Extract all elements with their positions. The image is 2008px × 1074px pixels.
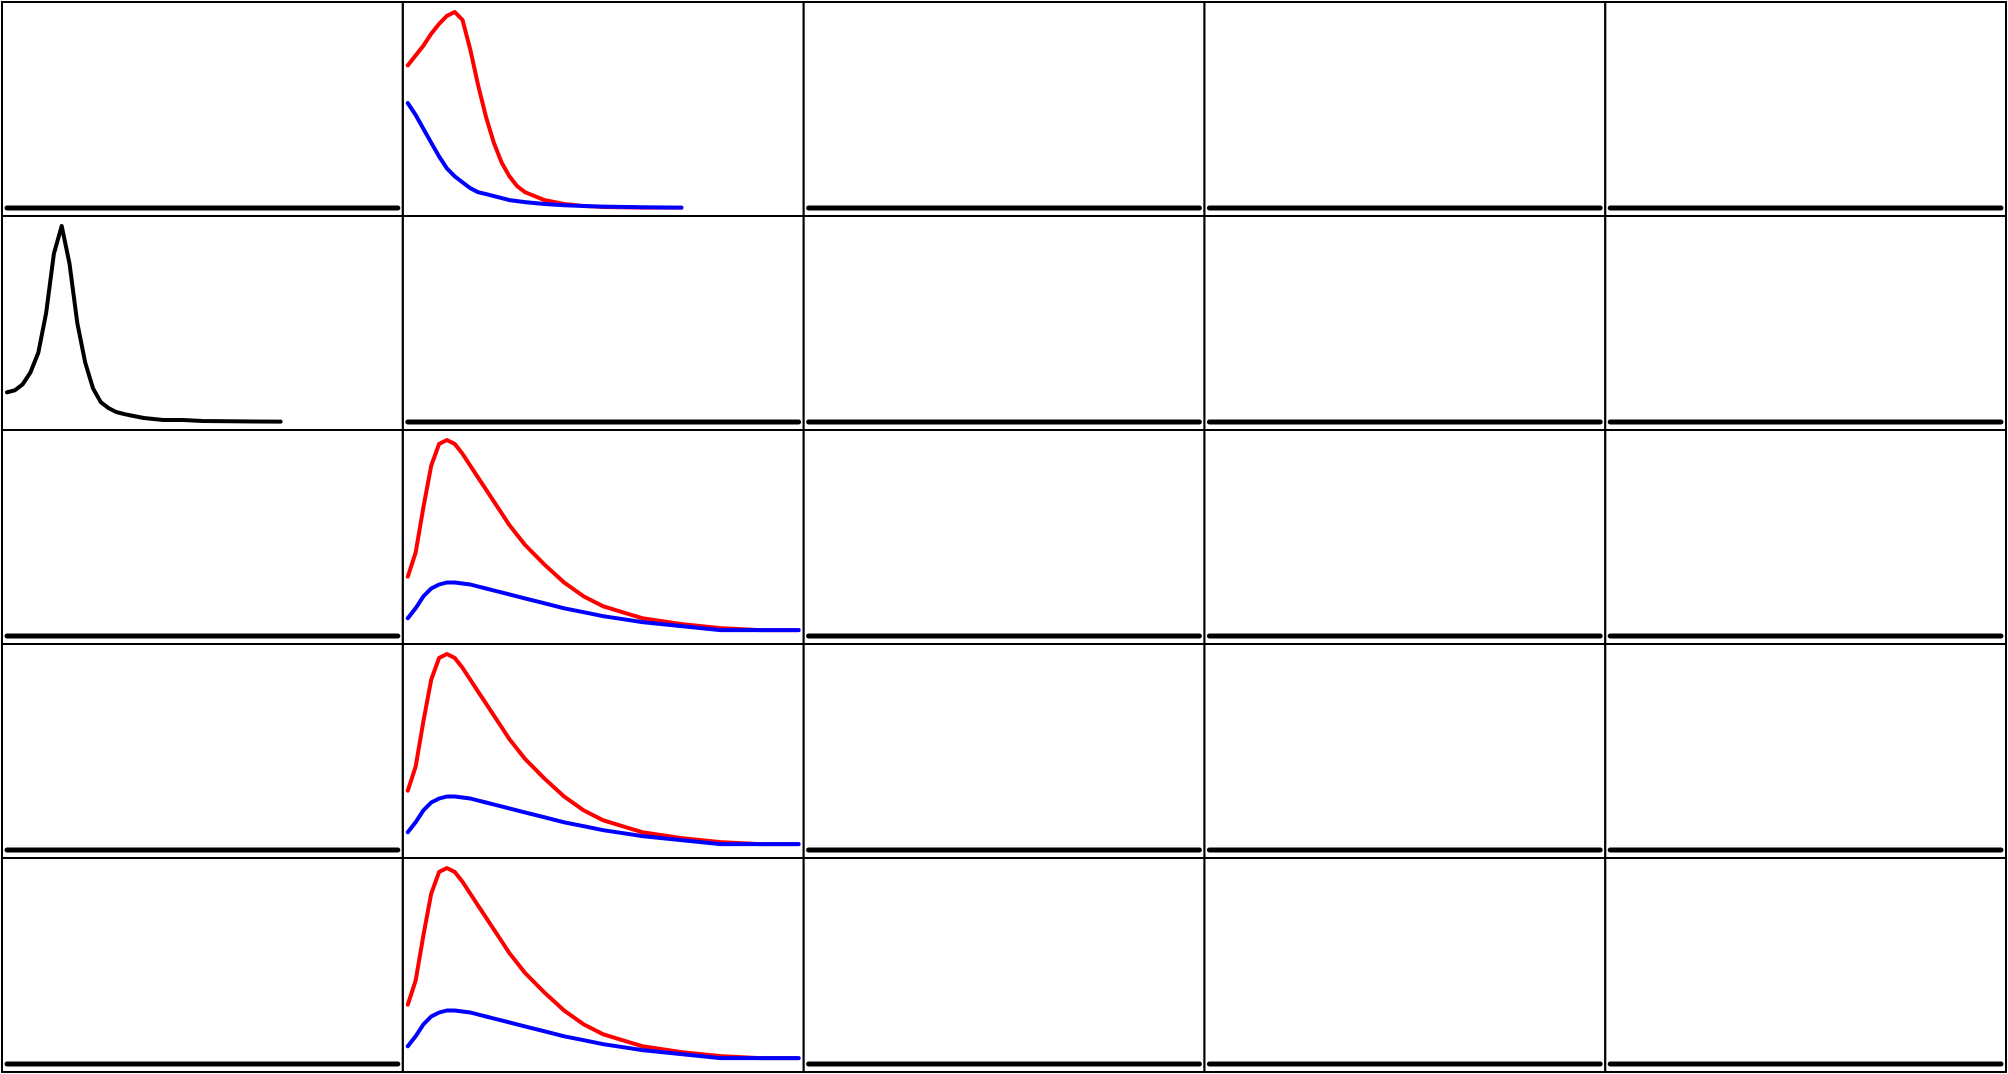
series-line-r4-c1-0 (405, 866, 801, 1061)
series-line-r2-c1-0 (405, 438, 801, 633)
series-line-r4-c1-1 (405, 1008, 801, 1061)
series-line-r3-c1-1 (405, 794, 801, 847)
panel-r0-c1 (405, 10, 684, 210)
panel-r3-c1 (405, 652, 801, 847)
series-line-r0-c1-1 (405, 101, 684, 210)
panel-r2-c1 (405, 438, 801, 633)
panels-layer (4, 10, 2004, 1067)
panel-frame-r4-c4 (1604, 857, 2007, 1073)
panel-r1-c0 (5, 224, 283, 424)
series-line-r3-c1-0 (405, 652, 801, 847)
series-line-r1-c0-0 (5, 224, 283, 424)
series-line-r2-c1-1 (405, 580, 801, 633)
panel-r4-c1 (405, 866, 801, 1061)
